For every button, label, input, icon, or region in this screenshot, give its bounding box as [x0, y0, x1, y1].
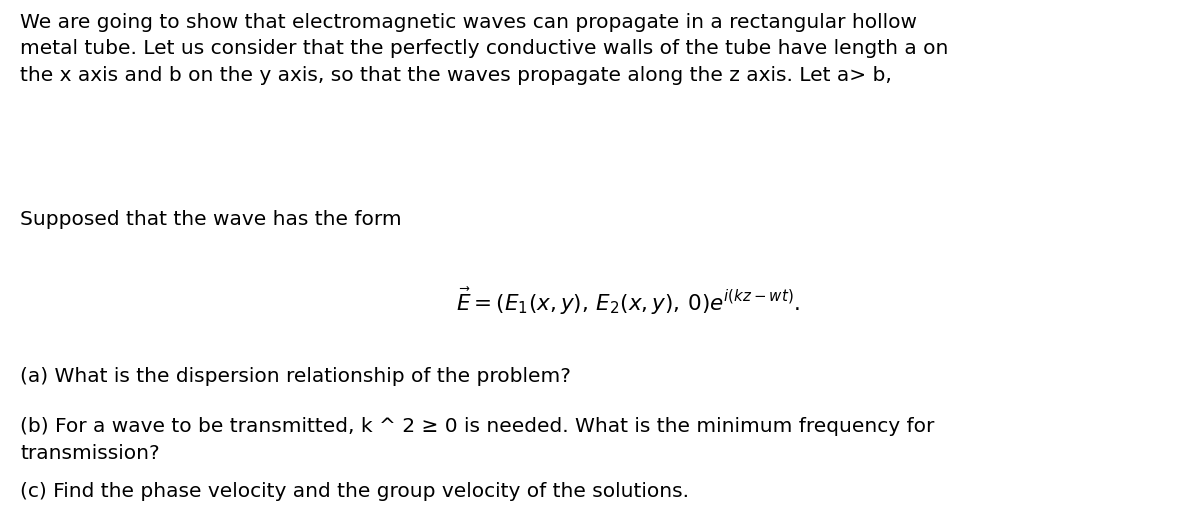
Text: (b) For a wave to be transmitted, k ^ 2 ≥ 0 is needed. What is the minimum frequ: (b) For a wave to be transmitted, k ^ 2 …	[20, 417, 935, 462]
Text: (a) What is the dispersion relationship of the problem?: (a) What is the dispersion relationship …	[20, 366, 571, 385]
Text: (c) Find the phase velocity and the group velocity of the solutions.: (c) Find the phase velocity and the grou…	[20, 481, 689, 500]
Text: $\vec{E} = \left(E_1(x,y),\, E_2(x,y),\, 0\right)e^{i(kz-wt)}.$: $\vec{E} = \left(E_1(x,y),\, E_2(x,y),\,…	[456, 285, 800, 316]
Text: Supposed that the wave has the form: Supposed that the wave has the form	[20, 210, 402, 229]
Text: We are going to show that electromagnetic waves can propagate in a rectangular h: We are going to show that electromagneti…	[20, 13, 949, 84]
